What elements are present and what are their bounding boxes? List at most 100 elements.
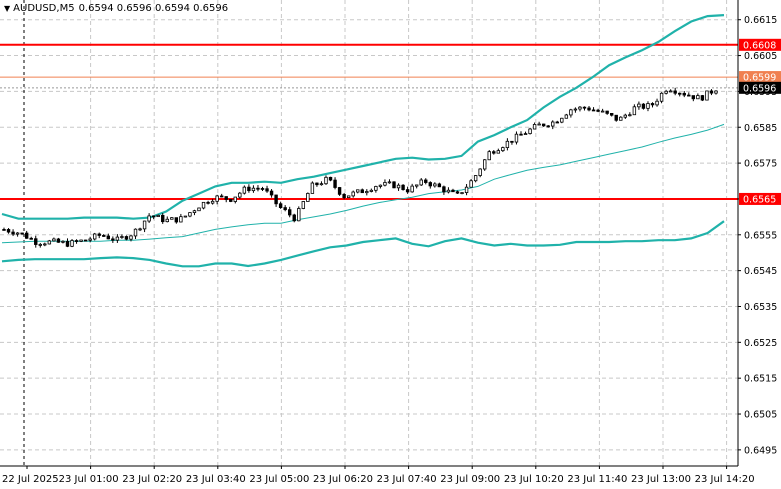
candle-body [70, 240, 74, 247]
y-tick-label: 0.6535 [744, 302, 777, 313]
candle-body [582, 106, 587, 109]
candle-body [346, 195, 351, 199]
candle-body [437, 183, 442, 188]
level-label-0.6608: 0.6608 [743, 40, 776, 51]
candle-body [197, 207, 201, 212]
collapse-triangle-icon[interactable]: ▼ [4, 4, 11, 13]
candle-body [405, 189, 410, 193]
candle-body [97, 233, 101, 236]
candle-body [138, 228, 142, 231]
candle-body [115, 236, 120, 241]
candle-body [124, 236, 129, 240]
candle-body [288, 209, 292, 216]
candle-body [596, 109, 600, 112]
candle-body [333, 179, 337, 188]
candle-body [192, 210, 197, 213]
candle-body [93, 233, 97, 240]
candle-body [632, 106, 637, 116]
bollinger-middle-band [1, 123, 725, 244]
candle-body [555, 121, 559, 124]
candle-body [319, 183, 324, 186]
candle-body [265, 188, 269, 192]
candle-body [133, 228, 138, 237]
y-tick-label: 0.6575 [744, 159, 777, 170]
candle-body [356, 189, 360, 193]
candle-body [29, 237, 33, 240]
level-label-0.6596: 0.6596 [743, 83, 776, 94]
candle-body [174, 217, 179, 223]
candle-body [705, 90, 709, 101]
candle-body [378, 184, 383, 187]
y-tick-label: 0.6585 [744, 123, 777, 134]
y-tick-label: 0.6505 [744, 410, 777, 421]
bollinger-lower-band [1, 220, 725, 268]
bollinger-upper-band [1, 14, 725, 220]
candle-body [560, 117, 564, 123]
y-tick-label: 0.6495 [744, 445, 777, 456]
candle-body [61, 240, 65, 243]
candle-body [433, 183, 437, 187]
candle-body [383, 182, 387, 186]
candle-body [609, 113, 614, 116]
candle-body [74, 240, 79, 242]
candle-body [301, 201, 306, 209]
y-tick-label: 0.6605 [744, 51, 777, 62]
candle-body [678, 92, 682, 95]
y-tick-label: 0.6615 [744, 15, 777, 26]
candle-body [419, 179, 423, 186]
candle-body [310, 182, 315, 194]
x-tick-label: 22 Jul 2025 [2, 474, 59, 485]
candle-body [79, 239, 83, 242]
candle-body [600, 110, 605, 113]
candle-body [238, 192, 242, 198]
candle-body [278, 203, 283, 209]
candle-body [628, 114, 632, 117]
y-tick-label: 0.6515 [744, 374, 777, 385]
candle-body [229, 198, 233, 202]
candle-body [619, 116, 623, 121]
candle-body [147, 215, 151, 222]
candle-body [455, 191, 460, 194]
candle-body [442, 186, 446, 193]
candle-body [510, 140, 514, 143]
candle-body [374, 186, 378, 191]
candle-body [369, 189, 374, 192]
candle-body [659, 92, 664, 102]
candle-body [487, 151, 491, 161]
candle-body [342, 193, 346, 199]
high-value: 0.6596 [116, 3, 152, 14]
candle-body [215, 195, 219, 202]
candle-body [664, 90, 668, 94]
level-label-bg-0.6599 [739, 71, 781, 84]
candle-body [292, 214, 296, 222]
candle-body [102, 235, 106, 237]
candle-body [564, 114, 569, 119]
candle-body [120, 236, 124, 238]
candle-body [392, 181, 396, 189]
candle-body [233, 196, 237, 202]
grid-layer [0, 0, 738, 466]
candle-body [47, 240, 52, 245]
levels-layer [0, 43, 738, 200]
candle-body [88, 238, 92, 241]
candle-body [519, 133, 523, 136]
candle-body [641, 103, 646, 109]
candle-body [2, 229, 6, 231]
candle-body [52, 238, 56, 242]
level-label-bg-0.6565 [739, 192, 781, 205]
candle-body [210, 200, 215, 204]
candle-body [492, 151, 496, 154]
candle-body [6, 229, 11, 233]
x-tick-label: 23 Jul 03:40 [186, 474, 246, 485]
candle-body [537, 123, 541, 126]
y-tick-label: 0.6545 [744, 266, 777, 277]
candle-body [424, 179, 428, 183]
candle-body [224, 196, 228, 200]
candle-body [605, 110, 609, 114]
level-label-0.6599: 0.6599 [743, 73, 776, 84]
candles-layer [2, 87, 718, 248]
candle-body [623, 114, 627, 118]
candle-body [714, 90, 718, 94]
